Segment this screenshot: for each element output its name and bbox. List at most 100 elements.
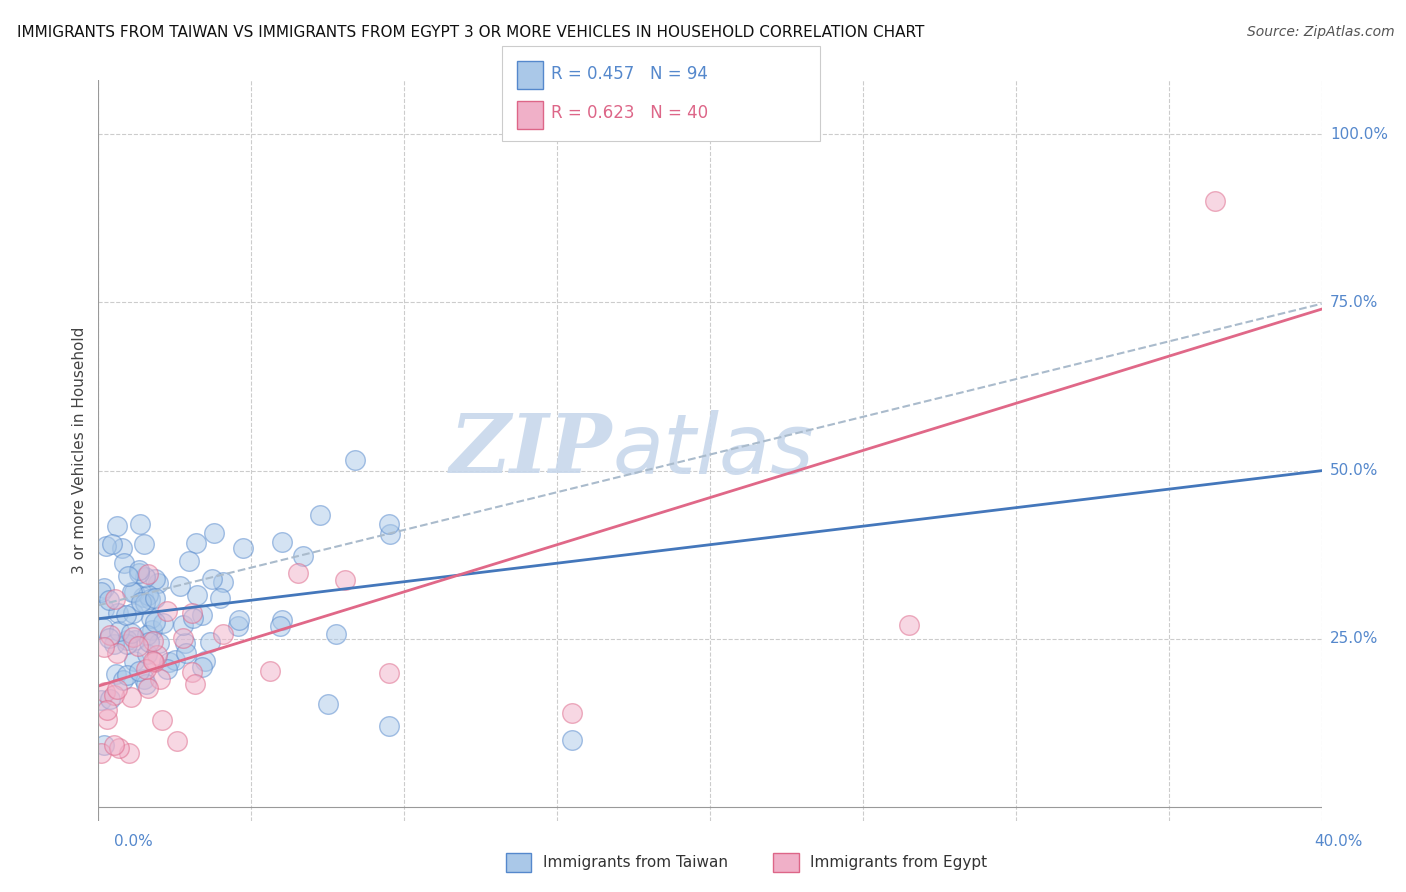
Point [111, 541, 134, 556]
Point [212, 575, 235, 590]
Point [143, 572, 166, 586]
Point [136, 588, 159, 602]
Point [93, 601, 115, 615]
Text: R = 0.623   N = 40: R = 0.623 N = 40 [551, 104, 709, 122]
Point [136, 681, 159, 695]
Point [292, 549, 315, 564]
Point [122, 584, 145, 599]
Point [143, 615, 166, 629]
Point [115, 633, 138, 648]
Point [897, 618, 920, 632]
Point [105, 682, 128, 697]
Point [96, 712, 118, 726]
Point [378, 719, 401, 733]
Point [146, 576, 169, 591]
Point [193, 654, 215, 668]
Point [131, 590, 153, 604]
Point [184, 677, 207, 691]
Point [150, 713, 173, 727]
Text: Immigrants from Egypt: Immigrants from Egypt [810, 855, 987, 870]
Point [114, 608, 136, 623]
Point [165, 652, 187, 666]
Point [149, 673, 172, 687]
Point [112, 556, 135, 570]
Point [184, 536, 207, 550]
Point [190, 607, 212, 622]
Point [561, 706, 583, 720]
Point [93, 738, 115, 752]
Point [120, 625, 142, 640]
Point [98, 592, 121, 607]
Text: Immigrants from Taiwan: Immigrants from Taiwan [543, 855, 728, 870]
Point [174, 646, 197, 660]
Point [343, 453, 366, 467]
Point [96, 703, 118, 717]
Point [152, 616, 174, 631]
Point [146, 648, 169, 662]
Point [181, 611, 204, 625]
Point [90, 584, 112, 599]
Point [94, 539, 117, 553]
Point [115, 637, 138, 651]
Point [115, 668, 138, 682]
Point [271, 614, 294, 628]
Point [309, 508, 332, 522]
Point [128, 566, 150, 580]
Point [105, 646, 128, 660]
Point [112, 673, 135, 687]
Point [90, 747, 112, 761]
Point [380, 527, 402, 541]
Point [107, 740, 129, 755]
Point [98, 628, 121, 642]
Point [103, 738, 125, 752]
Point [180, 665, 202, 680]
Point [93, 582, 115, 596]
Point [142, 634, 165, 648]
Point [120, 690, 142, 704]
Point [124, 633, 146, 648]
Point [202, 525, 225, 540]
Point [98, 631, 121, 645]
Point [122, 654, 145, 668]
Point [98, 691, 121, 706]
Point [108, 624, 131, 639]
Point [287, 566, 309, 581]
Point [143, 655, 166, 669]
Point [134, 570, 156, 584]
Text: Source: ZipAtlas.com: Source: ZipAtlas.com [1247, 25, 1395, 39]
Point [259, 665, 281, 679]
Point [93, 640, 115, 655]
Point [122, 606, 145, 620]
Point [378, 517, 401, 532]
Point [172, 618, 194, 632]
Point [103, 636, 125, 650]
Point [148, 636, 170, 650]
Point [191, 660, 214, 674]
Text: 40.0%: 40.0% [1315, 834, 1362, 848]
Point [103, 689, 125, 703]
Point [132, 537, 155, 551]
Text: ZIP: ZIP [450, 410, 612, 491]
Point [117, 569, 139, 583]
Point [209, 591, 232, 605]
Point [135, 662, 157, 676]
Point [228, 613, 250, 627]
Point [561, 732, 583, 747]
Point [134, 672, 156, 686]
Text: 100.0%: 100.0% [1330, 127, 1388, 142]
Point [316, 697, 339, 711]
Point [226, 619, 249, 633]
Point [139, 592, 162, 607]
Point [104, 591, 127, 606]
Point [200, 635, 222, 649]
Point [90, 692, 112, 706]
Point [211, 626, 233, 640]
Point [269, 618, 291, 632]
Point [138, 635, 160, 649]
Point [128, 664, 150, 678]
Text: R = 0.457   N = 94: R = 0.457 N = 94 [551, 65, 709, 83]
Point [93, 685, 115, 699]
Point [166, 734, 188, 748]
Point [107, 607, 129, 621]
Point [121, 585, 143, 599]
